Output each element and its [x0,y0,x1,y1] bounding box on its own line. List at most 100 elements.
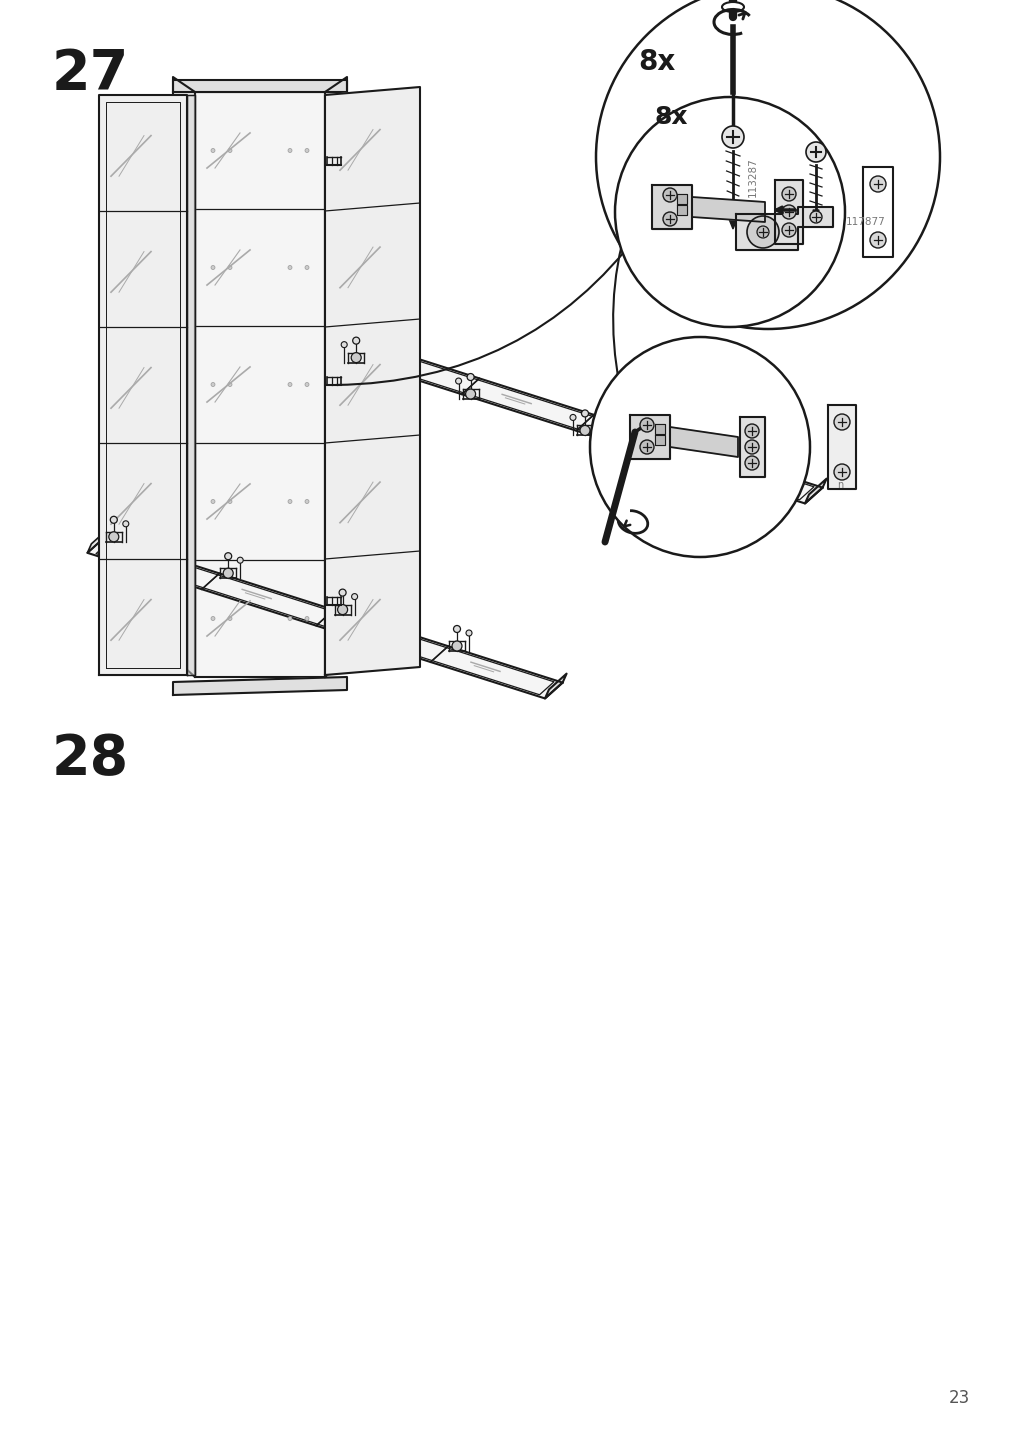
Text: 8x: 8x [654,105,687,129]
Circle shape [721,126,743,147]
Circle shape [304,382,308,387]
Ellipse shape [721,1,743,11]
Circle shape [805,142,825,162]
Circle shape [288,617,292,620]
Circle shape [341,342,347,348]
Circle shape [833,464,849,480]
Polygon shape [728,219,736,229]
Polygon shape [729,127,735,137]
Circle shape [662,212,676,226]
Circle shape [288,265,292,269]
Polygon shape [173,677,347,695]
Circle shape [122,521,128,527]
Circle shape [227,149,232,152]
Text: 23: 23 [947,1389,969,1408]
Circle shape [223,569,233,579]
Polygon shape [99,95,187,674]
Polygon shape [325,77,347,677]
Polygon shape [827,405,855,488]
Polygon shape [325,87,420,674]
Polygon shape [774,180,802,243]
Circle shape [304,617,308,620]
Circle shape [304,149,308,152]
Circle shape [467,374,473,381]
Circle shape [782,223,796,238]
Circle shape [227,617,232,620]
Circle shape [288,382,292,387]
Circle shape [227,382,232,387]
Circle shape [224,553,232,560]
Circle shape [452,642,462,652]
Polygon shape [692,198,764,222]
Polygon shape [347,342,822,504]
Polygon shape [651,185,692,229]
Circle shape [109,531,118,541]
Circle shape [304,265,308,269]
Circle shape [455,378,461,384]
Text: 28: 28 [52,732,129,786]
Circle shape [696,447,703,454]
Circle shape [237,557,243,563]
Circle shape [809,211,821,223]
Circle shape [338,604,347,614]
Polygon shape [347,334,369,358]
Circle shape [744,424,758,438]
Circle shape [683,451,690,457]
Circle shape [639,440,653,454]
Polygon shape [676,205,686,215]
Circle shape [615,97,844,326]
Polygon shape [669,427,737,457]
Polygon shape [654,435,664,445]
Circle shape [351,352,361,362]
Polygon shape [173,80,347,92]
Circle shape [465,390,475,400]
Text: n: n [836,480,842,490]
Polygon shape [676,193,686,203]
Circle shape [210,265,214,269]
Circle shape [595,0,939,329]
Polygon shape [630,415,669,460]
Text: 27: 27 [52,47,129,102]
Circle shape [782,205,796,219]
Circle shape [465,630,471,636]
Circle shape [869,232,885,248]
Circle shape [746,216,778,248]
Polygon shape [735,208,832,251]
Circle shape [339,589,346,596]
Circle shape [579,425,589,435]
Polygon shape [545,673,566,699]
Polygon shape [812,211,818,219]
Circle shape [744,455,758,470]
Circle shape [351,594,357,600]
Circle shape [639,418,653,432]
Text: 8x: 8x [637,49,674,76]
Circle shape [288,149,292,152]
Polygon shape [739,417,764,477]
Circle shape [744,440,758,454]
Circle shape [304,500,308,504]
Polygon shape [862,168,892,256]
Circle shape [782,188,796,200]
Circle shape [569,414,575,421]
Circle shape [581,410,588,417]
Circle shape [756,226,768,238]
Polygon shape [87,537,562,699]
Circle shape [210,382,214,387]
Text: 117877: 117877 [845,218,885,228]
Polygon shape [187,95,195,674]
Circle shape [353,337,359,344]
Circle shape [833,414,849,430]
Circle shape [662,188,676,202]
Polygon shape [195,92,325,677]
Circle shape [288,500,292,504]
Circle shape [210,149,214,152]
Circle shape [210,500,214,504]
Polygon shape [173,77,195,677]
Circle shape [589,337,809,557]
Polygon shape [654,424,664,434]
Circle shape [227,265,232,269]
Polygon shape [87,528,109,553]
Circle shape [869,176,885,192]
Circle shape [110,517,117,523]
Text: 113287: 113287 [747,158,757,196]
